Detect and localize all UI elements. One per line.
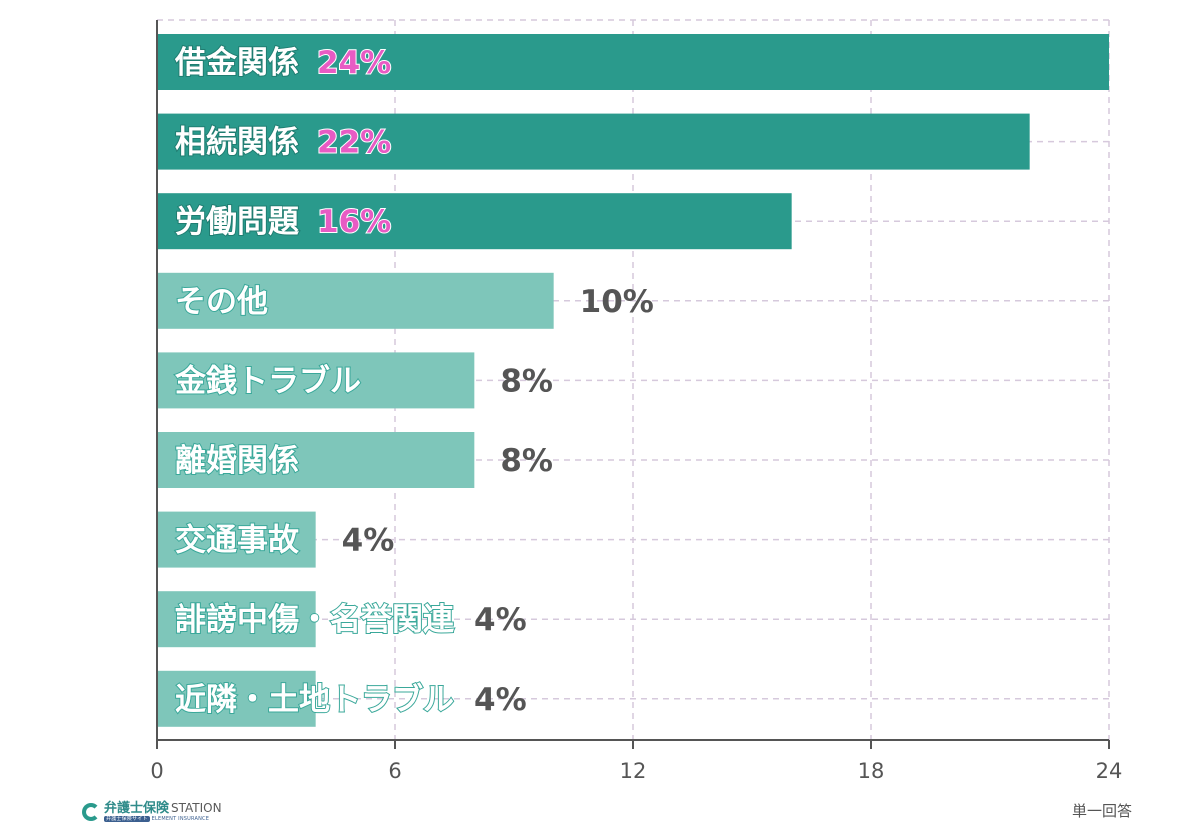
bar-category-label: 借金関係 — [174, 45, 299, 81]
bar-9 — [157, 670, 316, 727]
brand-subtitle-text: ELEMENT INSURANCE — [151, 816, 210, 822]
bar-5 — [157, 352, 475, 409]
bar-category-label: 誹謗中傷・名誉関連 — [175, 602, 455, 638]
bar-value-label: 16% — [317, 204, 391, 240]
bar-value-label: 8% — [500, 363, 553, 399]
bar-2 — [157, 113, 1030, 170]
bar-value-label: 4% — [474, 602, 527, 638]
brand-name-main: 弁護士保険 — [104, 801, 170, 816]
x-tick-label: 0 — [150, 759, 163, 783]
brand-logo-block: 弁護士保険 STATION 弁護士保険サイト ELEMENT INSURANCE — [82, 798, 222, 826]
bar-category-label: 金銭トラブル — [174, 363, 361, 399]
bar-value-label: 24% — [317, 45, 391, 81]
bar-7 — [157, 511, 316, 568]
bar-category-label: 離婚関係 — [175, 443, 299, 479]
brand-subtitle-pill: 弁護士保険サイト — [104, 816, 150, 822]
bar-3 — [157, 193, 792, 250]
bar-4 — [157, 272, 554, 329]
x-tick-label: 6 — [388, 759, 401, 783]
bar-chart: 借金関係 24% 相続関係 22% 労働問題 16% その他 10% 金銭トラブル 8% 離婚関係 8… — [150, 19, 1123, 783]
bar-value-label: 22% — [317, 125, 391, 161]
bar-1 — [157, 34, 1109, 90]
bar-8 — [157, 591, 316, 648]
bar-category-label: その他 — [175, 284, 268, 320]
bar-value-label: 10% — [580, 284, 654, 320]
bar-value-label: 4% — [342, 523, 395, 559]
bar-value-label: 8% — [500, 443, 553, 479]
answer-type-note: 単一回答 — [1071, 802, 1132, 820]
bar-category-label: 労働問題 — [175, 204, 299, 240]
bar-category-label: 相続関係 — [175, 125, 299, 161]
brand-subtitle: 弁護士保険サイト ELEMENT INSURANCE — [104, 816, 222, 822]
brand-name-suffix: STATION — [171, 801, 222, 815]
bar-6 — [157, 432, 475, 488]
x-tick-label: 24 — [1096, 759, 1123, 783]
bar-value-label: 4% — [474, 682, 527, 718]
bar-category-label: 交通事故 — [175, 523, 299, 559]
brand-name: 弁護士保険 STATION — [104, 802, 222, 815]
x-tick-label: 18 — [858, 759, 885, 783]
bar-category-label: 近隣・土地トラブル — [175, 682, 454, 718]
brand-mark-icon — [82, 803, 100, 821]
x-tick-label: 12 — [620, 759, 647, 783]
